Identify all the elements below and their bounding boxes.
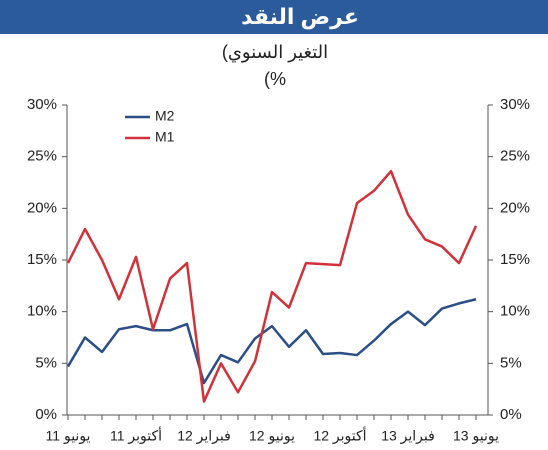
series-line: [66, 169, 478, 403]
x-tick-label: أكتوبر 11: [110, 427, 162, 445]
series-line: [66, 298, 477, 385]
y2-tick-label: 0%: [500, 406, 522, 423]
y-tick-label: 0%: [35, 406, 57, 423]
subtitle: (%: [264, 69, 286, 89]
y-tick-label: 15%: [27, 251, 57, 268]
y2-tick-label: 10%: [500, 303, 530, 320]
y-tick-label: 10%: [27, 303, 57, 320]
x-tick-label: فبراير 13: [381, 428, 435, 445]
title-bar: [0, 0, 548, 34]
y-tick-label: 20%: [27, 199, 57, 216]
x-tick-label: أكتوبر 12: [313, 427, 366, 445]
x-tick-label: فبراير 12: [177, 428, 231, 445]
y-tick-label: 30%: [27, 96, 57, 113]
y2-tick-label: 30%: [500, 96, 530, 113]
y2-tick-label: 20%: [500, 199, 530, 216]
y-tick-label: 5%: [35, 354, 57, 371]
x-tick-label: يونيو 11: [46, 428, 91, 445]
y-tick-label: 25%: [27, 148, 57, 165]
y2-tick-label: 25%: [500, 148, 530, 165]
legend-label: M1: [155, 129, 175, 145]
y2-tick-label: 5%: [500, 354, 522, 371]
subtitle: (التغير السنوي: [222, 42, 328, 63]
chart-title: عرض النقد: [241, 4, 359, 30]
legend-label: M2: [155, 108, 175, 124]
x-tick-label: يونيو 12: [249, 428, 295, 445]
x-tick-label: يونيو 13: [453, 428, 499, 445]
y2-tick-label: 15%: [500, 251, 530, 268]
